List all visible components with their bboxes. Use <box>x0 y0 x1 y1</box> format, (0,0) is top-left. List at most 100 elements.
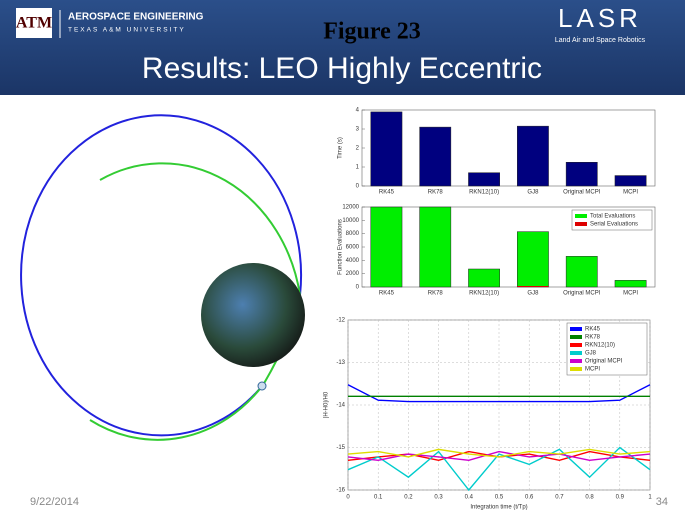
x-tick-label: 0.9 <box>616 495 625 501</box>
legend-swatch <box>570 335 582 339</box>
x-tick-label: 0.5 <box>495 495 504 501</box>
legend-box <box>566 322 648 376</box>
legend-label: GJ8 <box>585 351 597 357</box>
x-tick-label: RK78 <box>428 190 444 196</box>
series-line <box>347 384 651 403</box>
y-tick-label: 4 <box>356 108 360 114</box>
y-axis-label: |H-H0|/H0 <box>324 391 330 418</box>
bar <box>468 268 500 288</box>
y-tick-label: 8000 <box>346 231 360 237</box>
x-tick-label: RK45 <box>379 190 395 196</box>
legend-label: RKN12(10) <box>585 343 615 349</box>
x-tick-label: 0.8 <box>585 495 594 501</box>
legend-label: RK78 <box>585 335 601 341</box>
bar <box>517 286 549 287</box>
x-tick-label: MCPI <box>623 190 638 196</box>
bar <box>419 126 452 187</box>
legend-label: Original MCPI <box>585 359 623 365</box>
bar <box>614 175 647 187</box>
legend-swatch <box>570 351 582 355</box>
slide-title: Results: LEO Highly Eccentric <box>142 52 542 85</box>
x-tick-label: RKN12(10) <box>469 190 499 196</box>
legend-swatch <box>570 327 582 331</box>
legend-label: RK45 <box>585 327 601 333</box>
x-tick-label: 0 <box>346 495 350 501</box>
series-line <box>347 446 651 492</box>
series-line <box>347 448 651 458</box>
x-tick-label: 0.2 <box>404 495 413 501</box>
x-tick-label: 0.7 <box>555 495 564 501</box>
series-line <box>347 450 651 462</box>
orbit-arc <box>99 162 301 296</box>
x-tick-label: RK45 <box>379 291 395 297</box>
university: TEXAS A&M UNIVERSITY <box>68 27 186 34</box>
x-tick-label: 1 <box>648 495 652 501</box>
y-tick-label: -16 <box>336 488 345 494</box>
legend-label: Total Evaluations <box>590 214 635 220</box>
tamu-logo <box>16 8 52 38</box>
y-tick-label: 1 <box>356 165 360 171</box>
y-tick-label: -13 <box>336 360 345 366</box>
bar <box>468 172 500 187</box>
bar <box>370 111 403 187</box>
bar <box>614 280 647 288</box>
y-tick-label: 10000 <box>342 218 359 224</box>
x-tick-label: RK78 <box>428 291 444 297</box>
x-tick-label: GJ8 <box>527 291 539 297</box>
x-tick-label: GJ8 <box>527 190 539 196</box>
plot-area <box>361 109 656 187</box>
lab-logo: LASR <box>558 3 642 33</box>
x-tick-label: Original MCPI <box>563 190 601 196</box>
y-tick-label: 4000 <box>346 258 360 264</box>
department: AEROSPACE ENGINEERING <box>68 12 204 23</box>
orbit-arc <box>20 114 303 437</box>
bar <box>517 231 549 288</box>
x-tick-label: 0.4 <box>465 495 474 501</box>
legend-swatch <box>570 367 582 371</box>
bar <box>370 206 403 288</box>
chart: -16 -15 -14 -13 -12 |H-H0|/H0 Integration time… <box>324 318 653 511</box>
footer-date: 9/22/2014 <box>30 496 79 508</box>
x-tick-label: MCPI <box>623 291 638 297</box>
orbit-figure <box>20 114 305 441</box>
tamu-logo-mark: ATM <box>16 15 52 32</box>
bar <box>565 256 598 288</box>
y-axis-label: Function Evaluations <box>338 219 344 275</box>
y-tick-label: 6000 <box>346 245 360 251</box>
legend-swatch <box>575 222 587 226</box>
legend-box <box>571 209 653 231</box>
chart: 0 2000 4000 6000 8000 10000 12000 Function Eval… <box>338 205 656 297</box>
legend-swatch <box>575 214 587 218</box>
header-band <box>0 0 685 95</box>
legend-label: MCPI <box>585 367 600 373</box>
earth <box>201 263 305 367</box>
y-tick-label: 3 <box>356 127 360 133</box>
bar <box>517 125 549 187</box>
y-tick-label: 0 <box>356 184 360 190</box>
x-tick-label: 0.1 <box>374 495 383 501</box>
y-tick-label: 2000 <box>346 271 360 277</box>
legend-label: Serial Evaluations <box>590 222 638 228</box>
x-tick-label: 0.3 <box>434 495 443 501</box>
lab-name: Land Air and Space Robotics <box>555 37 646 44</box>
y-tick-label: 12000 <box>342 205 359 211</box>
y-tick-label: -14 <box>336 403 345 409</box>
x-tick-label: 0.6 <box>525 495 534 501</box>
bar <box>419 206 452 288</box>
legend-swatch <box>570 359 582 363</box>
bar <box>565 162 598 187</box>
y-tick-label: -15 <box>336 445 345 451</box>
figure-label: Figure 23 <box>323 19 421 45</box>
legend-swatch <box>570 343 582 347</box>
x-axis-label: Integration time (t/Tp) <box>470 505 527 511</box>
y-tick-label: 2 <box>356 146 360 152</box>
y-axis-label: Time (s) <box>338 137 344 159</box>
page-number: 34 <box>656 496 668 508</box>
satellite <box>257 381 267 391</box>
x-tick-label: RKN12(10) <box>469 291 499 297</box>
x-tick-label: Original MCPI <box>563 291 601 297</box>
chart: 0 1 2 3 4 Time (s) RK45 RK78 RKN12(10) GJ8 Origina… <box>338 108 656 196</box>
y-tick-label: 0 <box>356 285 360 291</box>
y-tick-label: -12 <box>336 318 345 324</box>
